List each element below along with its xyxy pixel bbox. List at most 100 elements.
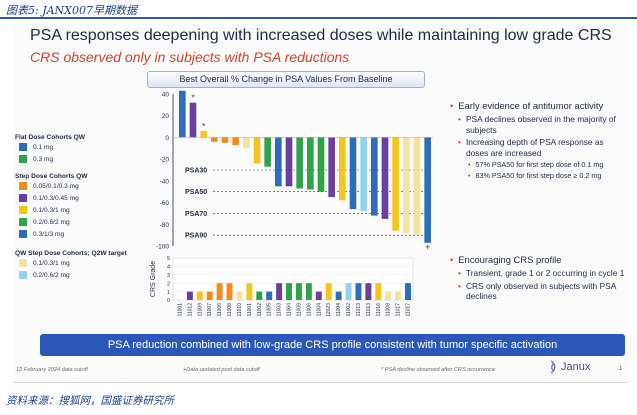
bullet: • PSA declines observed in the majority o… <box>458 114 628 135</box>
crs-category-label: 11017 <box>406 303 412 317</box>
legend-swatch <box>18 154 28 164</box>
psa-bar-mark: + <box>425 243 430 250</box>
bullet: • Transient, grade 1 or 2 occurring in cy… <box>458 268 628 279</box>
legend-item: 0.1/0.3/1 mg <box>15 204 155 216</box>
crs-bar <box>335 291 342 300</box>
crs-category-label: 11012 <box>187 303 193 317</box>
psa-bar <box>392 137 399 231</box>
psa-bar <box>381 137 389 219</box>
janux-logo-icon <box>550 360 556 374</box>
slide-title: PSA responses deepening with increased d… <box>30 27 612 44</box>
slide-subtitle: CRS observed only in subjects with PSA r… <box>30 49 350 65</box>
bullet: • 57% PSA50 for first step dose of 0.1 mg <box>468 160 628 169</box>
bullet: • 83% PSA50 for first step dose ≥ 0.2 mg <box>468 171 628 180</box>
crs-grade-chart: 5 4 3 2 1 0 CRS Grade 11001 11012 11009 11007 11006… <box>150 256 414 317</box>
legend-item: 0.3 mg <box>15 153 155 165</box>
bullet-dot-icon: • <box>458 280 461 291</box>
footer-psa-note: * PSA decline observed after CRS occurre… <box>381 367 495 373</box>
psa-bar-mark: * <box>191 94 194 103</box>
bullet-dot-icon: • <box>458 268 461 278</box>
crs-bar <box>196 291 203 300</box>
crs-bar <box>206 291 213 300</box>
legend-item: 0.3/1/3 mg <box>15 228 155 240</box>
crs-category-label: 11001 <box>247 303 253 317</box>
crs-category-label: 11017 <box>396 303 402 317</box>
legend-item: 0.05/0.1/0.3 mg <box>15 180 155 192</box>
footer-cutoff: 12 February 2024 data cutoff <box>16 367 88 373</box>
crs-category-label: 11008 <box>386 303 392 317</box>
crs-bar <box>395 291 402 300</box>
crs-y-tick-label: 2 <box>167 281 170 287</box>
y-tick-label: -80 <box>160 222 170 229</box>
antitumor-bullets: • Early evidence of antitumor activity • P… <box>450 100 628 182</box>
psa-bar <box>403 137 410 233</box>
crs-bar <box>266 291 273 300</box>
psa-bar <box>360 137 367 212</box>
slide: PSA responses deepening with increased d… <box>13 22 628 383</box>
reference-line-label: PSA90 <box>185 233 207 240</box>
summary-banner: PSA reduction combined with low-grade CR… <box>40 334 625 356</box>
legend-section-title: QW Step Dose Cohorts; Q2W target <box>15 250 127 257</box>
crs-y-axis-label: CRS Grade <box>150 261 157 297</box>
crs-bar <box>256 291 263 300</box>
legend-label: 0.3 mg <box>33 155 54 163</box>
bullet-text: Early evidence of antitumor activity <box>458 100 604 111</box>
crs-category-label: 11004 <box>287 303 293 317</box>
crs-bar <box>305 283 312 300</box>
crs-plot-area <box>172 257 414 301</box>
crs-category-label: 11006 <box>217 303 223 317</box>
crs-category-label: 11002 <box>257 303 263 317</box>
bullet-dot-icon: • <box>468 160 471 169</box>
psa-bar <box>424 137 431 243</box>
psa-bar <box>189 102 197 138</box>
psa-bar <box>307 137 314 190</box>
psa-bar <box>264 137 271 167</box>
y-tick-label: -60 <box>160 200 170 207</box>
psa-bar <box>328 137 335 198</box>
crs-category-label: 11005 <box>267 303 273 317</box>
bullet-dot-icon: • <box>468 171 471 180</box>
psa-bar <box>243 137 250 149</box>
psa-bar <box>371 137 378 216</box>
legend-item: 0.1/0.3/0.45 mg <box>15 192 155 204</box>
crs-category-label: 11006 <box>306 303 312 317</box>
legend-label: 0.2/0.6/2 mg <box>33 271 70 279</box>
legend-swatch <box>18 229 28 239</box>
crs-bar <box>295 283 302 300</box>
y-tick-label: 40 <box>162 92 170 99</box>
bullet-text: Increasing depth of PSA response as dose… <box>465 137 604 158</box>
psa-bar <box>317 137 325 192</box>
bullet-dot-icon: • <box>450 100 454 111</box>
crs-category-label: 11010 <box>237 303 243 317</box>
crs-category-label: 11008 <box>227 303 233 317</box>
crs-y-tick-label: 3 <box>167 273 170 279</box>
crs-bar <box>405 283 412 300</box>
legend-label: 0.3/1/3 mg <box>33 230 65 238</box>
legend-label: 0.05/0.1/0.3 mg <box>33 182 79 190</box>
crs-category-label: 11007 <box>207 303 213 317</box>
crs-y-tick-label: 0 <box>167 298 170 304</box>
crs-bar <box>286 283 293 300</box>
crs-category-label: 11016 <box>376 303 382 317</box>
crs-category-label: 11004 <box>336 303 342 317</box>
legend-swatch <box>18 270 28 280</box>
bullet: • Early evidence of antitumor activity <box>450 100 628 111</box>
reference-line-label: PSA70 <box>185 211 207 218</box>
psa-bar <box>179 90 186 138</box>
bullet: • Encouraging CRS profile <box>450 254 628 265</box>
crs-category-label: 11009 <box>197 303 203 317</box>
reference-line-label: PSA30 <box>185 168 207 175</box>
psa-bar <box>413 137 421 236</box>
crs-bar <box>216 283 223 300</box>
bullet: • Increasing depth of PSA response as dos… <box>458 137 628 158</box>
crs-bar <box>186 291 193 300</box>
bullet-text: 83% PSA50 for first step dose ≥ 0.2 mg <box>475 171 602 180</box>
psa-bar <box>339 137 346 201</box>
crs-y-tick-label: 4 <box>167 265 170 271</box>
bullet-text: Encouraging CRS profile <box>458 254 562 265</box>
logo-text: Janux <box>561 361 591 373</box>
legend-item: 0.1 mg <box>15 141 155 153</box>
y-tick-label: -20 <box>160 157 170 164</box>
crs-bullets: • Encouraging CRS profile • Transient, gra… <box>450 254 628 304</box>
crs-bar <box>375 283 382 300</box>
